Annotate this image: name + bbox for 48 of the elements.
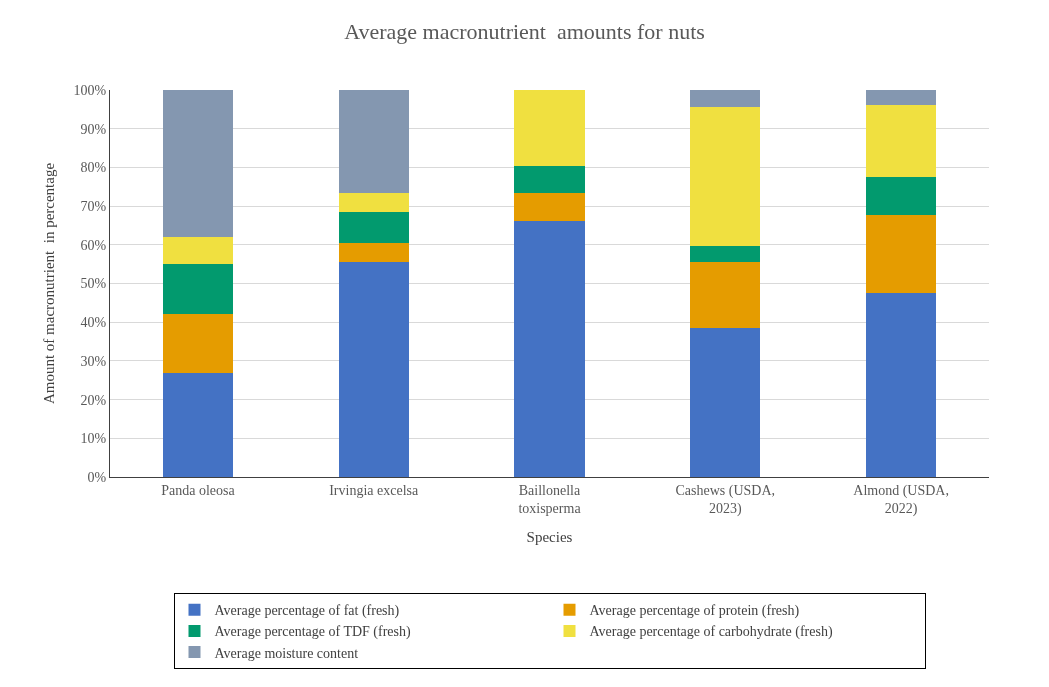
y-tick-label: 100% [73,82,107,98]
y-tick-label: 30% [80,353,107,369]
bar [338,192,409,212]
legend-label: Average moisture content [214,645,359,661]
bar [865,105,937,178]
x-tick-label: Cashews (USDA, 2023) [675,482,776,517]
bar [514,192,585,221]
legend-label: Average percentage of fat (fresh) [214,603,400,620]
y-tick-label: 80% [80,160,107,176]
chart-title: Average macronutrient amounts for nuts [344,19,705,45]
bar [338,211,409,243]
legend-label: Average percentage of protein (fresh) [589,603,800,620]
x-tick-label: Baillonella toxisperma [518,482,582,516]
bar [338,90,409,193]
bar [162,237,234,265]
x-tick-label: Irvingia excelsa [329,482,419,498]
bar [162,90,234,238]
legend-label: Average percentage of TDF (fresh) [214,624,411,641]
y-axis-title: Amount of macronutrient in percentage [40,162,57,405]
y-tick-label: 70% [80,199,107,214]
bar [865,215,937,293]
y-tick-label: 20% [80,392,107,408]
x-tick-label: Panda oleosa [161,482,236,498]
bar [690,106,761,246]
y-tick-label: 90% [80,121,107,137]
bar [162,372,234,477]
bar [162,264,234,315]
y-tick-label: 60% [80,237,107,253]
bar [690,328,761,477]
y-tick-label: 0% [87,469,107,485]
bar [865,90,937,106]
bar [865,292,937,477]
bar [865,177,937,216]
x-tick-label: Almond (USDA, 2022) [853,482,949,517]
bar [338,262,409,477]
y-tick-label: 50% [80,276,107,292]
bar [690,245,761,263]
y-tick-label: 10% [80,431,107,447]
y-tick-label: 40% [80,315,107,331]
bar [162,314,234,373]
x-axis-title: Species [526,529,573,545]
bar [338,242,409,263]
bar [514,220,585,477]
bar [514,90,585,167]
bar [690,262,761,329]
legend-label: Average percentage of carbohydrate (fresh) [589,624,833,641]
bar [514,166,585,193]
bar [690,90,761,107]
